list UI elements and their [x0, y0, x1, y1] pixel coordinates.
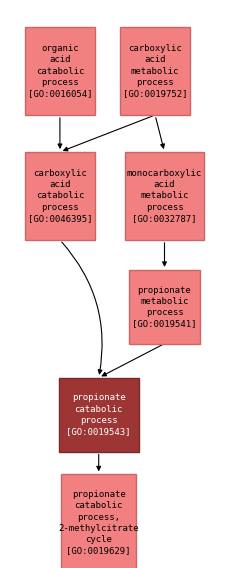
- Text: organic
acid
catabolic
process
[GO:0016054]: organic acid catabolic process [GO:00160…: [28, 44, 92, 98]
- FancyBboxPatch shape: [61, 474, 136, 568]
- Text: monocarboxylic
acid
metabolic
process
[GO:0032787]: monocarboxylic acid metabolic process [G…: [127, 169, 202, 223]
- Text: carboxylic
acid
metabolic
process
[GO:0019752]: carboxylic acid metabolic process [GO:00…: [123, 44, 187, 98]
- FancyBboxPatch shape: [25, 27, 95, 115]
- FancyBboxPatch shape: [129, 270, 200, 344]
- FancyBboxPatch shape: [25, 152, 95, 240]
- FancyBboxPatch shape: [59, 378, 139, 452]
- FancyBboxPatch shape: [120, 27, 190, 115]
- Text: carboxylic
acid
catabolic
process
[GO:0046395]: carboxylic acid catabolic process [GO:00…: [28, 169, 92, 223]
- Text: propionate
catabolic
process,
2-methylcitrate
cycle
[GO:0019629]: propionate catabolic process, 2-methylci…: [58, 490, 139, 555]
- FancyBboxPatch shape: [125, 152, 204, 240]
- Text: propionate
metabolic
process
[GO:0019541]: propionate metabolic process [GO:0019541…: [132, 286, 197, 328]
- Text: propionate
catabolic
process
[GO:0019543]: propionate catabolic process [GO:0019543…: [67, 394, 131, 436]
